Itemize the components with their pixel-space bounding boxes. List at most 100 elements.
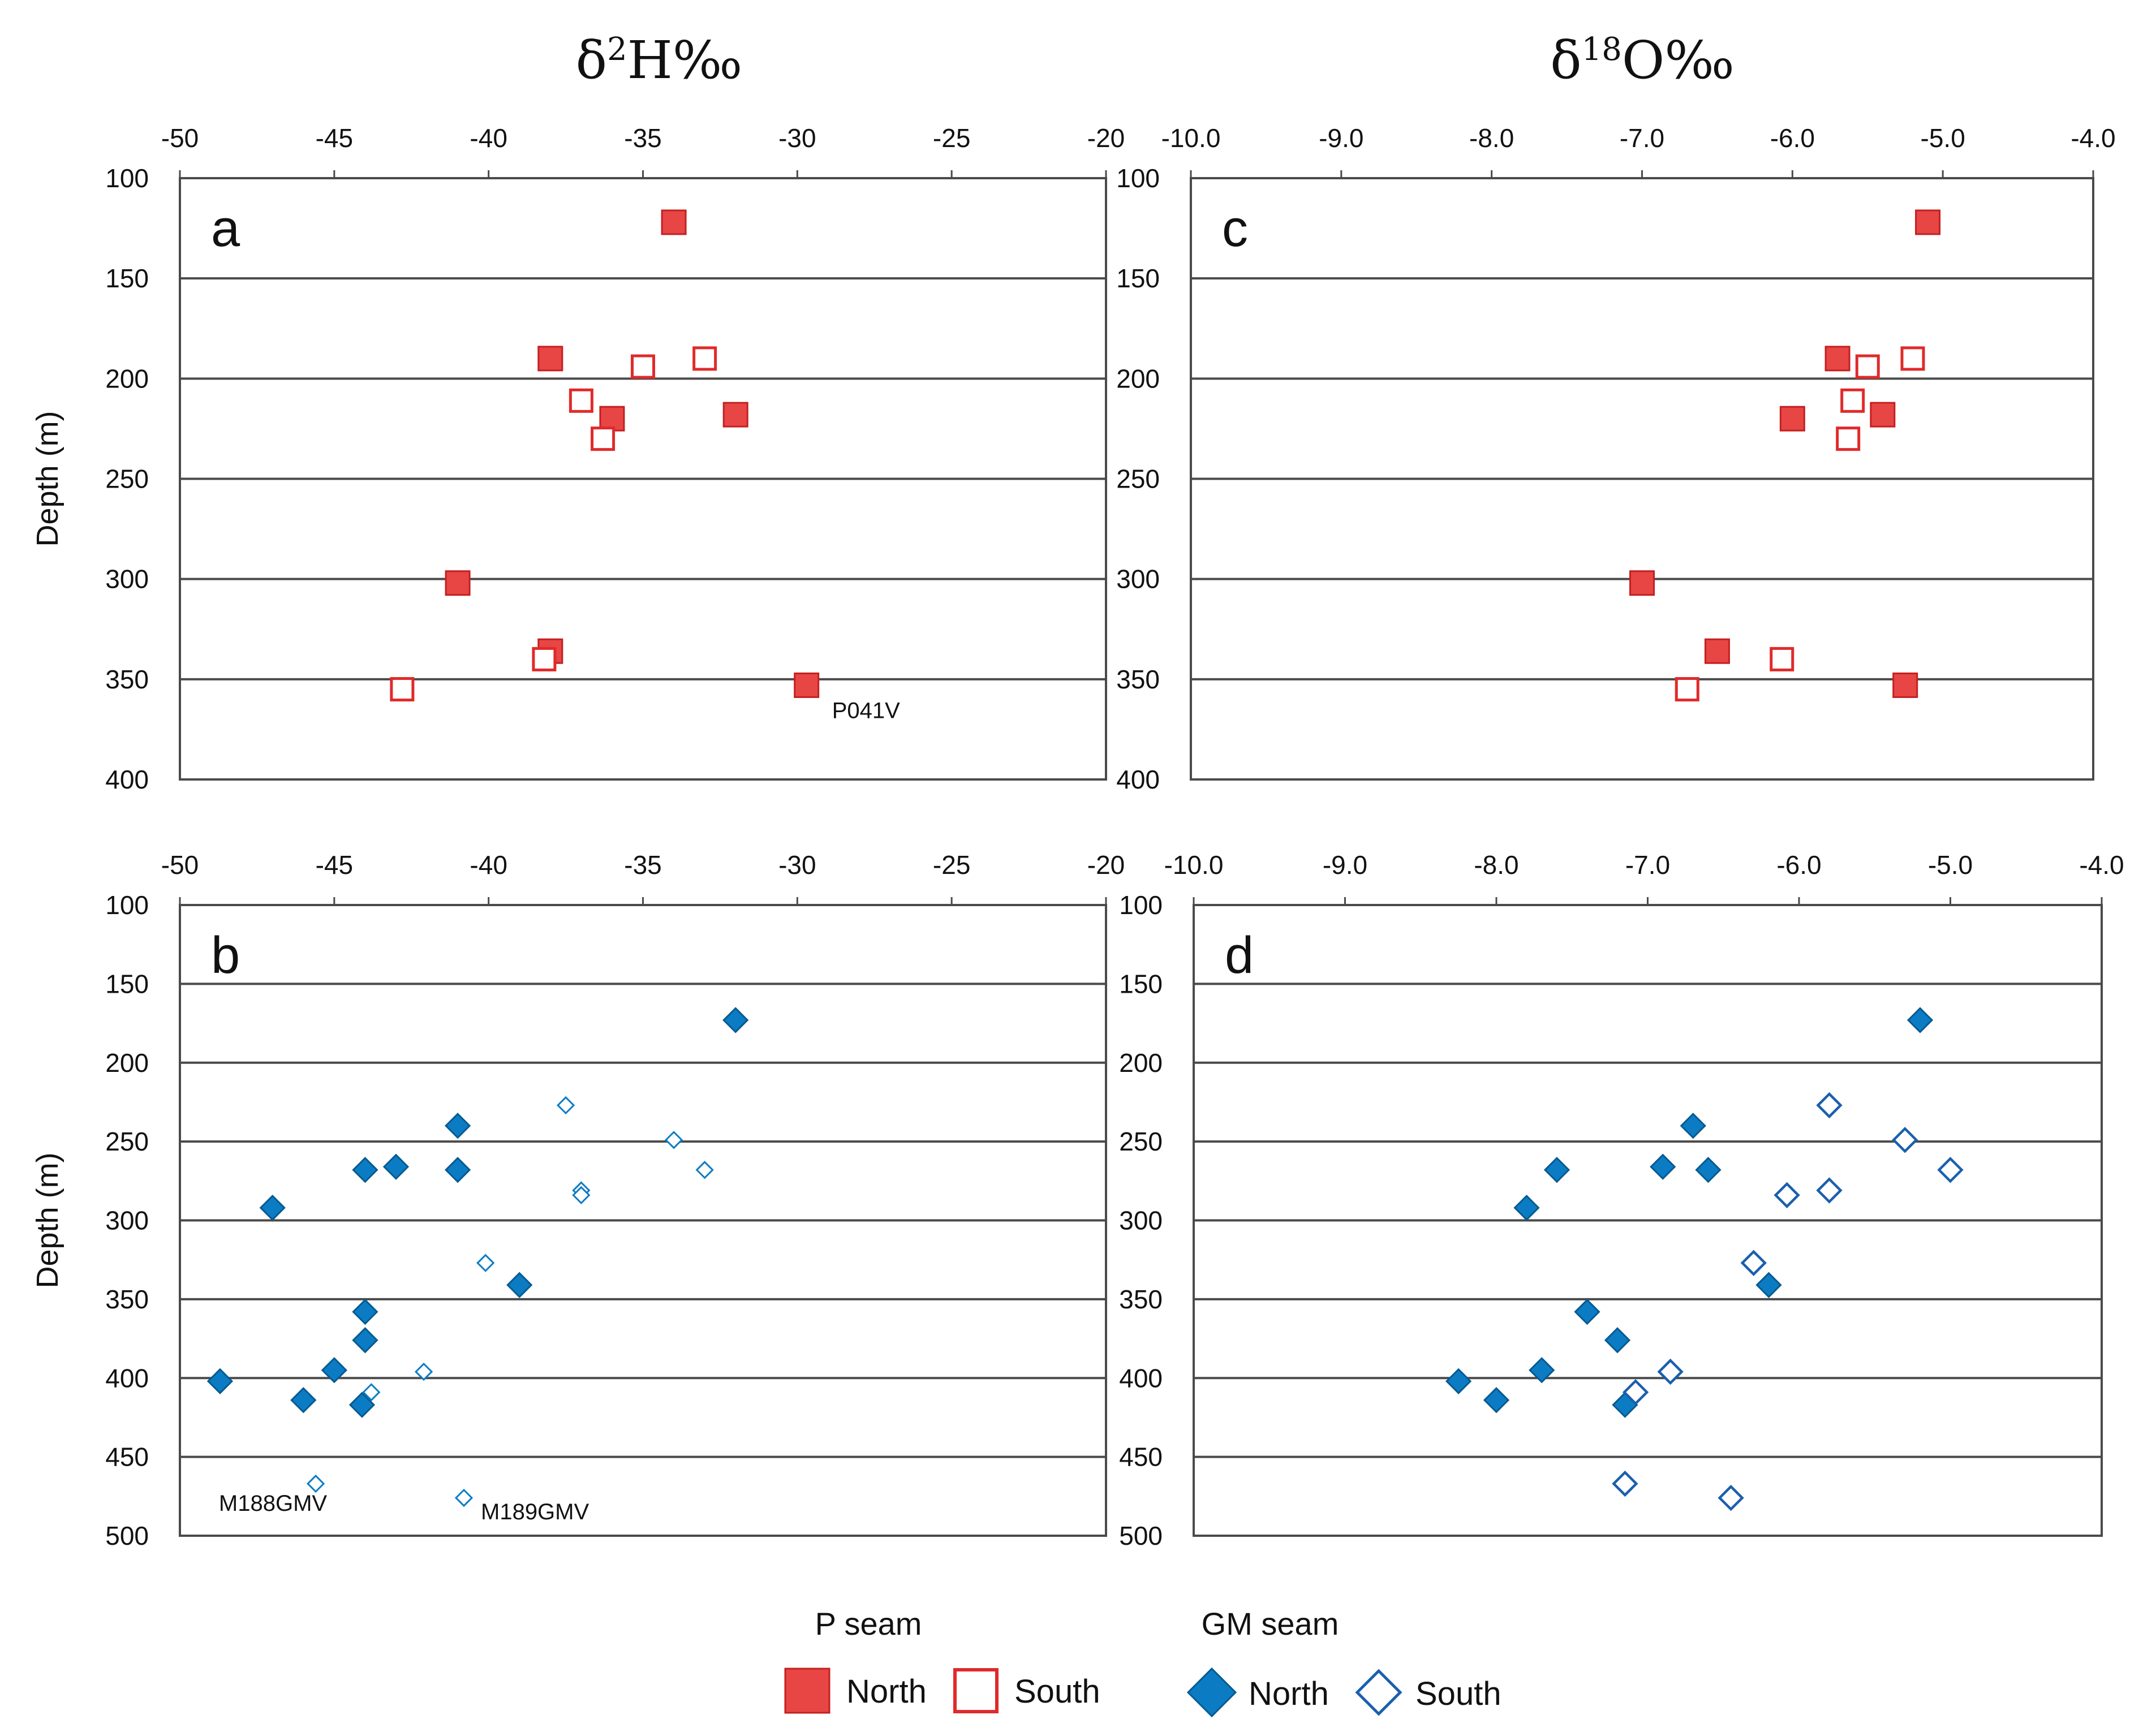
y-tick-label: 500 — [1119, 1521, 1163, 1550]
data-point-north — [1483, 1387, 1510, 1414]
data-point-north — [722, 1007, 749, 1033]
data-point-north — [206, 1368, 234, 1394]
data-point-south — [1770, 647, 1794, 671]
data-point-north — [1513, 1195, 1540, 1221]
data-point-south — [1622, 1379, 1649, 1406]
data-point-south — [1816, 1092, 1843, 1119]
x-tick-label: -10.0 — [1164, 850, 1224, 880]
data-point-north — [1892, 672, 1918, 698]
panel-label: a — [211, 200, 240, 257]
x-tick-label: -5.0 — [1921, 123, 1965, 153]
y-tick-label: 300 — [105, 1206, 149, 1235]
y-tick-label: 250 — [105, 464, 149, 494]
x-tick-label: -25 — [933, 850, 970, 880]
y-tick-label: 200 — [1119, 1048, 1163, 1078]
x-tick-label: -9.0 — [1323, 850, 1367, 880]
data-point-north — [1680, 1113, 1706, 1139]
legend-marker-p-south — [953, 1668, 999, 1713]
data-point-south — [454, 1488, 474, 1507]
data-point-south — [1900, 346, 1925, 371]
data-point-north — [382, 1153, 410, 1180]
legend-label-p-south: South — [1014, 1673, 1100, 1710]
data-point-south — [1855, 354, 1880, 379]
x-tick-label: -5.0 — [1928, 850, 1973, 880]
x-tick-label: -7.0 — [1620, 123, 1664, 153]
data-point-north — [1445, 1368, 1472, 1394]
y-tick-label: 300 — [1119, 1206, 1163, 1235]
data-point-south — [692, 346, 717, 371]
panel-b: 100 150 200 250 300 350 400 450 500 -50 -45 -40 -35 -… — [31, 850, 1125, 1550]
data-point-south — [1718, 1484, 1744, 1511]
y-tick-label: 300 — [105, 565, 149, 594]
x-tick-label: -40 — [470, 123, 507, 153]
x-tick-label: -45 — [316, 850, 353, 880]
data-point-north — [537, 346, 563, 372]
x-tick-label: -7.0 — [1625, 850, 1670, 880]
data-point-north — [1870, 402, 1896, 428]
data-point-north — [1629, 570, 1655, 596]
legend-marker-gm-north — [1186, 1667, 1237, 1718]
x-tick-label: -25 — [933, 123, 970, 153]
data-point-south — [532, 647, 557, 671]
data-point-south — [1937, 1157, 1964, 1183]
x-tick-label: -20 — [1087, 123, 1125, 153]
data-point-south — [569, 388, 593, 413]
data-point-south — [1774, 1182, 1800, 1209]
y-tick-label: 150 — [1119, 969, 1163, 998]
data-point-north — [1604, 1327, 1631, 1354]
y-tick-label: 200 — [1116, 364, 1160, 393]
panel-d: 100 150 200 250 300 350 400 450 500 -10.0 -9.0 -8.0… — [1119, 850, 2124, 1550]
y-tick-label: 300 — [1116, 565, 1160, 594]
point-annotation: M189GMV — [481, 1500, 589, 1524]
y-tick-label: 450 — [1119, 1442, 1163, 1472]
data-point-north — [1695, 1157, 1722, 1183]
y-tick-label: 400 — [1119, 1363, 1163, 1393]
x-tick-label: -35 — [624, 123, 661, 153]
panel-label: d — [1225, 927, 1254, 984]
y-tick-label: 350 — [105, 1285, 149, 1314]
data-point-north — [1824, 346, 1851, 372]
y-tick-label: 500 — [105, 1521, 149, 1550]
data-point-north — [290, 1387, 317, 1414]
y-axis-label: Depth (m) — [31, 411, 64, 546]
y-tick-label: 200 — [105, 364, 149, 393]
x-tick-label: -6.0 — [1770, 123, 1815, 153]
y-tick-label: 250 — [1116, 464, 1160, 494]
data-point-south — [1675, 677, 1699, 702]
y-tick-label: 250 — [1119, 1127, 1163, 1156]
panel-a: 100 150 200 250 300 350 400 -50 -45 -40 -35 -30 -25 -… — [31, 123, 1125, 794]
y-tick-label: 350 — [1119, 1285, 1163, 1314]
x-tick-label: -10.0 — [1161, 123, 1221, 153]
data-point-north — [352, 1299, 378, 1325]
data-point-south — [414, 1362, 433, 1381]
y-tick-label: 100 — [105, 163, 149, 193]
data-point-south — [1740, 1250, 1767, 1276]
y-tick-label: 400 — [105, 765, 149, 794]
data-point-south — [306, 1474, 325, 1493]
y-tick-label: 100 — [1119, 890, 1163, 920]
data-point-north — [1779, 406, 1805, 432]
x-tick-label: -8.0 — [1469, 123, 1514, 153]
data-point-north — [1543, 1157, 1570, 1183]
data-point-north — [1915, 209, 1941, 235]
data-point-south — [1836, 426, 1861, 451]
x-tick-label: -30 — [778, 850, 816, 880]
y-tick-label: 200 — [105, 1048, 149, 1078]
legend-label-gm-north: North — [1249, 1675, 1329, 1712]
x-tick-label: -6.0 — [1776, 850, 1821, 880]
x-tick-label: -45 — [316, 123, 353, 153]
y-tick-label: 450 — [105, 1442, 149, 1472]
y-tick-label: 100 — [1116, 163, 1160, 193]
data-point-south — [390, 677, 415, 702]
data-point-north — [1907, 1007, 1934, 1033]
data-point-north — [1650, 1153, 1676, 1180]
y-tick-label: 350 — [105, 665, 149, 694]
x-tick-label: -8.0 — [1474, 850, 1518, 880]
y-tick-label: 100 — [105, 890, 149, 920]
point-annotation: P041V — [832, 698, 900, 723]
data-point-north — [661, 209, 687, 235]
data-point-north — [445, 570, 471, 596]
legend-marker-p-north — [784, 1668, 830, 1714]
data-point-north — [444, 1113, 471, 1139]
y-tick-label: 400 — [1116, 765, 1160, 794]
